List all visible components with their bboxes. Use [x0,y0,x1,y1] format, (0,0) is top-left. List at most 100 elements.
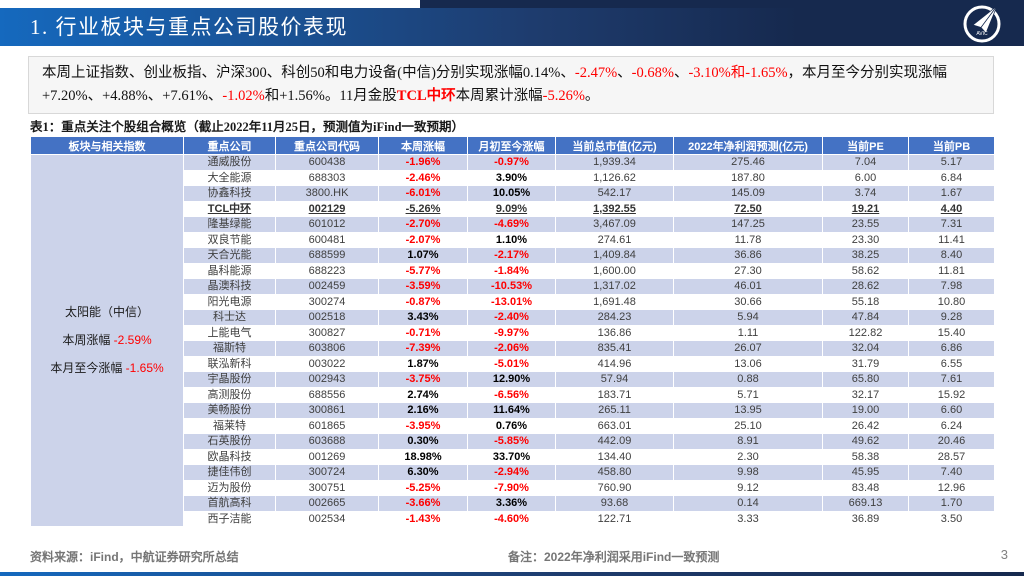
company-name-cell: 天合光能 [183,247,276,264]
company-code-cell: 003022 [275,355,379,372]
mtd-change-cell: 11.64% [467,402,556,419]
summary-segment: ，本月至今分别实现涨幅+7.20%、+4.88%、+7.61%、 [42,65,948,104]
company-code-cell: 601865 [275,417,379,434]
pe-cell: 19.21 [822,200,909,217]
company-code-cell: 001269 [275,448,379,465]
company-name-cell: 宇晶股份 [183,371,276,388]
week-change-cell: -2.07% [378,231,468,248]
pe-cell: 31.79 [822,355,909,372]
market-cap-cell: 542.17 [555,185,674,202]
pe-cell: 38.25 [822,247,909,264]
pb-cell: 15.92 [908,386,995,403]
pe-cell: 28.62 [822,278,909,295]
week-change-cell: 6.30% [378,464,468,481]
pb-cell: 6.55 [908,355,995,372]
pe-cell: 26.42 [822,417,909,434]
stock-table: 板块与相关指数 重点公司 重点公司代码 本周涨幅 月初至今涨幅 当前总市值(亿元) 2022… [30,136,995,527]
profit-forecast-cell: 2.30 [673,448,823,465]
table-row: 太阳能（中信） 本周涨幅 -2.59% 本月至今涨幅 -1.65% 通威股份 60043… [30,154,995,527]
market-cap-cell: 1,317.02 [555,278,674,295]
week-change-cell: 1.07% [378,247,468,264]
profit-forecast-cell: 9.12 [673,479,823,496]
pe-cell: 58.38 [822,448,909,465]
company-code-cell: 603806 [275,340,379,357]
week-change-cell: -2.70% [378,216,468,233]
summary-segment: 。 [584,88,600,104]
profit-forecast-cell: 275.46 [673,154,823,171]
pb-cell: 8.40 [908,247,995,264]
profit-forecast-cell: 13.06 [673,355,823,372]
summary-segment: 本周累计涨幅 [455,88,543,104]
company-name-cell: 大全能源 [183,169,276,186]
week-change-cell: -5.26% [378,200,468,217]
mtd-change-cell: -2.94% [467,464,556,481]
company-name-cell: 晶澳科技 [183,278,276,295]
table-row: 大全能源 688303 -2.46% 3.90% 1,126.62 187.80 6.00 6… [31,169,995,186]
mtd-change-cell: -5.85% [467,433,556,450]
summary-segment: -0.68% [631,65,674,81]
profit-forecast-cell: 30.66 [673,293,823,310]
pe-cell: 47.84 [822,309,909,326]
profit-forecast-cell: 147.25 [673,216,823,233]
week-change-cell: 2.74% [378,386,468,403]
pe-cell: 65.80 [822,371,909,388]
pe-cell: 7.04 [822,154,909,171]
pe-cell: 32.17 [822,386,909,403]
week-change-cell: -3.75% [378,371,468,388]
mtd-change-cell: -2.17% [467,247,556,264]
pb-cell: 3.50 [908,510,995,527]
company-code-cell: 688556 [275,386,379,403]
pb-cell: 9.28 [908,309,995,326]
mtd-change-cell: -0.97% [467,154,556,171]
market-cap-cell: 122.71 [555,510,674,527]
profit-forecast-cell: 25.10 [673,417,823,434]
summary-segment: -5.26% [542,88,585,104]
company-code-cell: 002943 [275,371,379,388]
pe-cell: 19.00 [822,402,909,419]
market-cap-cell: 57.94 [555,371,674,388]
pe-cell: 3.74 [822,185,909,202]
company-name-cell: 阳光电源 [183,293,276,310]
company-name-cell: 石英股份 [183,433,276,450]
company-name-cell: TCL中环 [183,200,276,217]
market-cap-cell: 284.23 [555,309,674,326]
week-change-cell: -3.95% [378,417,468,434]
profit-forecast-cell: 26.07 [673,340,823,357]
source-note: 资料来源：iFind，中航证券研究所总结 [30,550,239,564]
mtd-change-cell: -1.84% [467,262,556,279]
company-code-cell: 600438 [275,154,379,171]
column-header: 当前PE [822,136,909,155]
pb-cell: 11.41 [908,231,995,248]
mtd-change-cell: -2.06% [467,340,556,357]
company-code-cell: 688223 [275,262,379,279]
table-row: 首航高科 002665 -3.66% 3.36% 93.68 0.14 669.13 1.70 [31,495,995,512]
company-name-cell: 迈为股份 [183,479,276,496]
week-change-cell: -1.96% [378,154,468,171]
summary-segment: 、 [617,65,632,81]
market-cap-cell: 1,126.62 [555,169,674,186]
pb-cell: 12.96 [908,479,995,496]
column-header: 月初至今涨幅 [467,136,556,155]
company-code-cell: 688599 [275,247,379,264]
column-header: 当前总市值(亿元) [555,136,674,155]
table-row: 宇晶股份 002943 -3.75% 12.90% 57.94 0.88 65.80 7.61 [31,371,995,388]
pb-cell: 11.81 [908,262,995,279]
market-cap-cell: 442.09 [555,433,674,450]
table-title: 表1：重点关注个股组合概览（截止2022年11月25日，预测值为iFind一致预… [30,120,465,134]
company-code-cell: 300274 [275,293,379,310]
week-change-cell: -5.77% [378,262,468,279]
table-row: 捷佳伟创 300724 6.30% -2.94% 458.80 9.98 45.95 7.40 [31,464,995,481]
mtd-change-cell: -13.01% [467,293,556,310]
pe-cell: 58.62 [822,262,909,279]
mtd-change-cell: -7.90% [467,479,556,496]
market-cap-cell: 136.86 [555,324,674,341]
market-cap-cell: 414.96 [555,355,674,372]
page-title: 1. 行业板块与重点公司股价表现 [30,15,348,39]
pb-cell: 6.84 [908,169,995,186]
table-body: 太阳能（中信） 本周涨幅 -2.59% 本月至今涨幅 -1.65% 通威股份 60043… [30,154,995,527]
company-name-cell: 晶科能源 [183,262,276,279]
avic-logo-icon: AVIC [960,1,1004,45]
table-row: 福莱特 601865 -3.95% 0.76% 663.01 25.10 26.42 6.24 [31,417,995,434]
company-code-cell: 3800.HK [275,185,379,202]
company-code-cell: 002129 [275,200,379,217]
